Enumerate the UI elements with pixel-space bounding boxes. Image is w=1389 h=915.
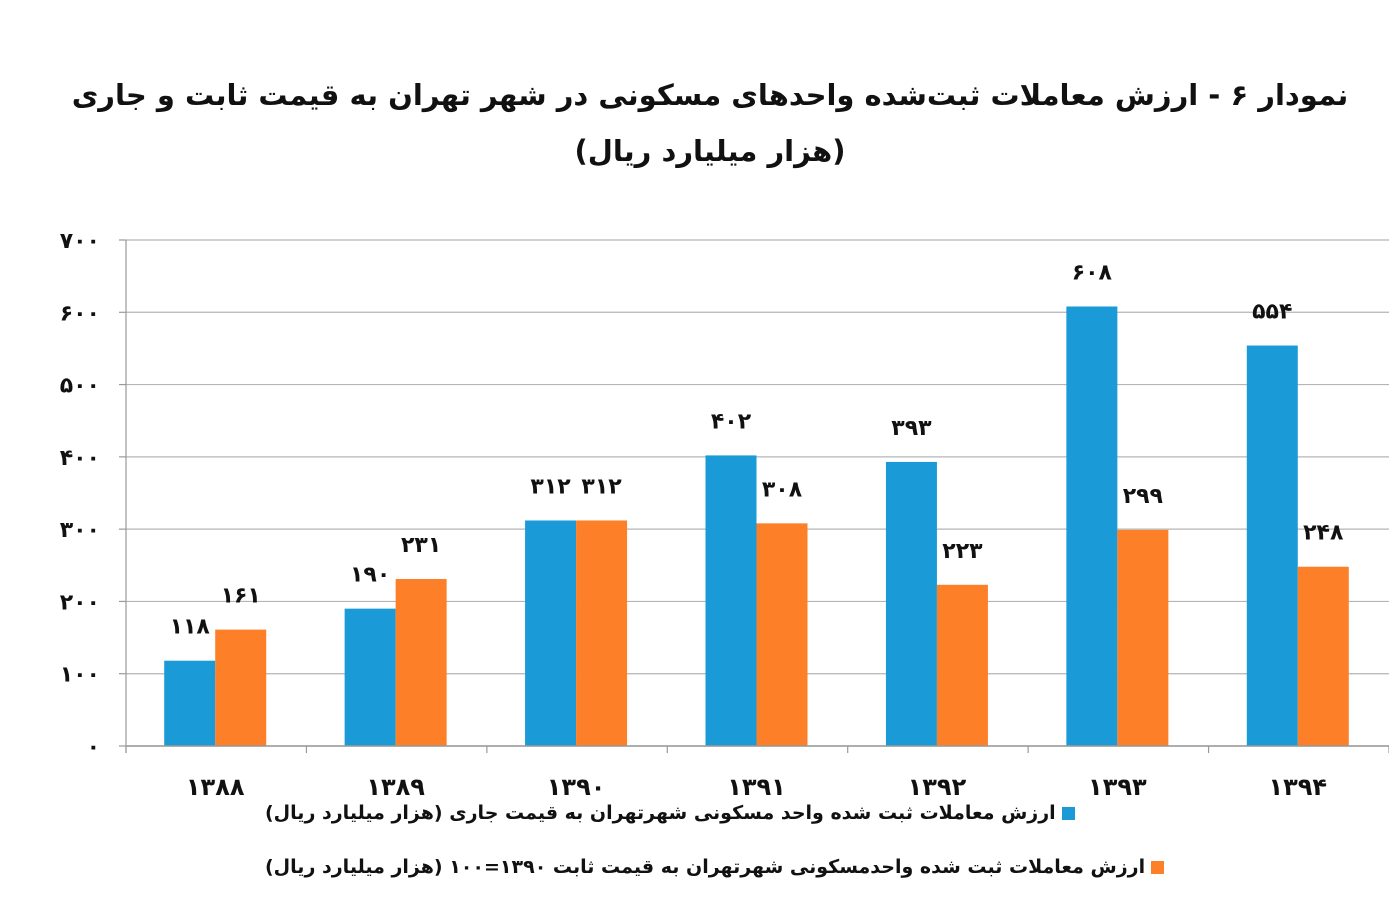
y-tick-label: ۰ — [87, 735, 100, 760]
x-tick-label: ۱۳۸۸ — [186, 773, 245, 801]
x-tick-label: ۱۳۹۴ — [1268, 773, 1327, 801]
bar-constant — [936, 584, 988, 746]
bar-constant — [395, 579, 447, 746]
bar-current — [1066, 306, 1118, 746]
legend-label: ارزش معاملات ثبت شده واحدمسکونی شهرتهران… — [265, 856, 1146, 878]
bar-constant — [1117, 529, 1169, 746]
data-label: ۳۱۲ — [581, 474, 622, 499]
legend-swatch-orange — [1151, 860, 1165, 874]
bar-constant — [576, 520, 628, 746]
x-tick-label: ۱۳۹۲ — [908, 773, 967, 801]
chart-title: نمودار ۶ - ارزش معاملات ثبت‌شده واحدهای … — [71, 78, 1349, 112]
bar-current — [525, 520, 577, 746]
y-tick-label: ۲۰۰ — [60, 590, 100, 615]
legend-item-constant-price: ارزش معاملات ثبت شده واحدمسکونی شهرتهران… — [265, 856, 1165, 878]
y-tick-label: ۴۰۰ — [60, 446, 100, 471]
data-label: ۵۵۴ — [1252, 300, 1292, 325]
data-label: ۳۱۲ — [530, 474, 571, 499]
data-label: ۳۰۸ — [762, 477, 803, 502]
y-tick-label: ۵۰۰ — [60, 374, 100, 399]
data-label: ۲۲۳ — [942, 539, 983, 564]
bar-current — [164, 660, 216, 746]
bar-constant — [1297, 566, 1349, 746]
data-label: ۱۹۰ — [350, 563, 390, 588]
legend-swatch-blue — [1061, 806, 1075, 820]
bar-constant — [756, 523, 808, 746]
x-tick-label: ۱۳۸۹ — [366, 773, 425, 801]
data-label: ۱۶۱ — [221, 584, 261, 609]
x-tick-label: ۱۳۹۱ — [727, 773, 786, 801]
data-label: ۳۹۳ — [891, 416, 932, 441]
y-tick-label: ۷۰۰ — [60, 229, 100, 254]
bar-current — [1246, 345, 1298, 746]
data-label: ۱۱۸ — [170, 615, 211, 640]
chart-subtitle: (هزار میلیارد ریال) — [574, 134, 846, 168]
x-tick-label: ۱۳۹۳ — [1088, 773, 1147, 801]
y-tick-label: ۳۰۰ — [60, 518, 100, 543]
bar-current — [705, 455, 757, 746]
y-tick-label: ۱۰۰ — [60, 663, 100, 688]
bar-constant — [215, 629, 267, 746]
data-label: ۲۳۱ — [401, 533, 441, 558]
data-label: ۲۹۹ — [1123, 484, 1163, 509]
bar-current — [885, 461, 937, 746]
y-tick-label: ۶۰۰ — [60, 301, 100, 326]
x-tick-label: ۱۳۹۰ — [547, 773, 606, 801]
legend-item-current-price: ارزش معاملات ثبت شده واحد مسکونی شهرتهرا… — [265, 802, 1075, 824]
data-label: ۶۰۸ — [1072, 261, 1113, 286]
data-label: ۴۰۲ — [711, 409, 752, 434]
data-label: ۲۴۸ — [1303, 521, 1344, 546]
bar-current — [344, 608, 396, 746]
legend-label: ارزش معاملات ثبت شده واحد مسکونی شهرتهرا… — [265, 802, 1056, 824]
